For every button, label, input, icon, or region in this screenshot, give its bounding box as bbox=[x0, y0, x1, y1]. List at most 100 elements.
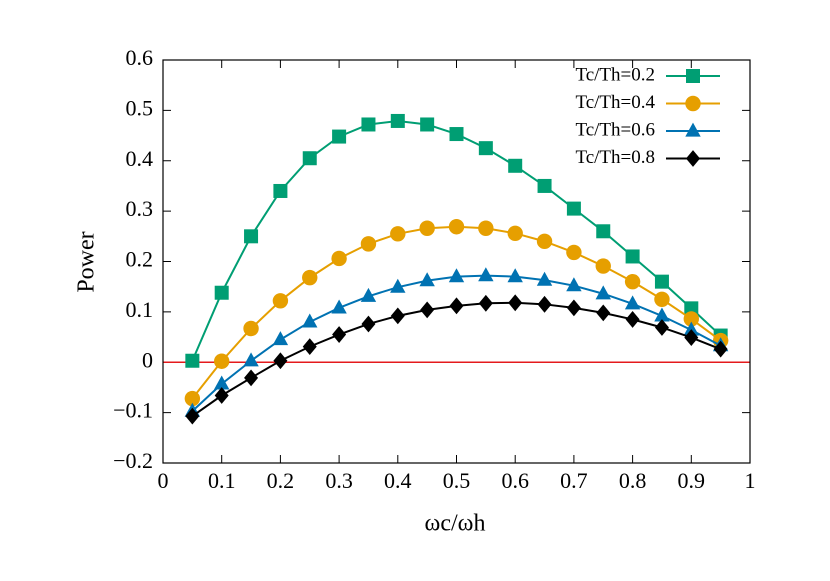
marker bbox=[302, 269, 318, 286]
marker bbox=[448, 219, 465, 235]
marker bbox=[625, 311, 640, 328]
marker bbox=[508, 158, 523, 173]
x-tick-label: 0.9 bbox=[678, 468, 706, 493]
marker bbox=[244, 369, 259, 387]
marker bbox=[684, 301, 699, 316]
y-tick-label: −0.1 bbox=[113, 398, 153, 423]
marker bbox=[537, 295, 552, 313]
marker bbox=[624, 295, 641, 310]
marker bbox=[478, 220, 494, 236]
marker bbox=[390, 113, 405, 128]
marker bbox=[361, 117, 376, 132]
marker bbox=[654, 307, 670, 322]
marker bbox=[596, 304, 611, 322]
marker bbox=[214, 285, 229, 300]
marker bbox=[331, 250, 347, 267]
y-tick-label: 0 bbox=[142, 347, 153, 372]
marker bbox=[596, 224, 611, 239]
marker bbox=[243, 320, 259, 337]
x-tick-label: 0.5 bbox=[443, 468, 471, 493]
marker bbox=[654, 319, 669, 336]
marker bbox=[537, 178, 552, 193]
marker bbox=[654, 274, 669, 289]
x-tick-label: 0.6 bbox=[501, 468, 529, 493]
y-tick-label: 0.6 bbox=[126, 45, 154, 70]
marker bbox=[419, 220, 435, 236]
marker bbox=[449, 297, 464, 315]
y-tick-label: 0.5 bbox=[126, 95, 154, 120]
x-tick-label: 1 bbox=[745, 468, 756, 493]
marker bbox=[625, 249, 640, 264]
marker bbox=[272, 331, 289, 346]
marker bbox=[448, 268, 465, 283]
x-tick-label: 0.2 bbox=[267, 468, 295, 493]
marker bbox=[360, 236, 377, 252]
y-tick-label: 0.2 bbox=[126, 247, 154, 272]
marker bbox=[390, 226, 406, 242]
plot-frame bbox=[162, 59, 751, 464]
marker bbox=[536, 271, 553, 286]
marker bbox=[390, 307, 405, 325]
marker bbox=[684, 329, 699, 346]
marker bbox=[332, 129, 347, 144]
x-tick-label: 0 bbox=[158, 468, 169, 493]
marker bbox=[566, 244, 582, 261]
marker bbox=[478, 267, 494, 282]
marker bbox=[713, 340, 728, 358]
marker bbox=[185, 353, 200, 368]
marker bbox=[419, 272, 435, 287]
marker bbox=[214, 375, 230, 390]
marker bbox=[507, 268, 523, 283]
marker bbox=[686, 69, 700, 83]
x-tick-label: 0.7 bbox=[560, 468, 588, 493]
marker bbox=[449, 127, 464, 142]
marker bbox=[685, 122, 701, 137]
marker bbox=[654, 291, 670, 307]
series-line bbox=[191, 274, 722, 412]
marker bbox=[566, 201, 581, 216]
marker bbox=[361, 315, 376, 333]
x-tick-label: 0.1 bbox=[208, 468, 236, 493]
series-line bbox=[191, 301, 722, 417]
marker bbox=[244, 229, 259, 244]
marker bbox=[302, 313, 318, 328]
marker bbox=[478, 294, 493, 312]
marker bbox=[360, 287, 377, 302]
marker bbox=[478, 141, 493, 156]
marker bbox=[683, 321, 699, 336]
marker bbox=[420, 117, 435, 132]
marker bbox=[685, 95, 701, 112]
marker bbox=[273, 183, 288, 198]
x-tick-label: 0.8 bbox=[619, 468, 647, 493]
marker bbox=[683, 311, 699, 327]
y-tick-label: 0.3 bbox=[126, 196, 154, 221]
legend-label: Tc/Th=0.8 bbox=[575, 147, 655, 168]
marker bbox=[595, 258, 611, 274]
marker bbox=[302, 338, 317, 356]
marker bbox=[566, 299, 581, 317]
marker bbox=[331, 299, 347, 314]
x-axis-label: ωc/ωh bbox=[425, 511, 486, 537]
marker bbox=[302, 151, 317, 166]
marker bbox=[507, 225, 523, 241]
marker bbox=[332, 326, 347, 343]
marker bbox=[243, 352, 259, 367]
y-tick-label: −0.2 bbox=[113, 448, 153, 473]
legend-label: Tc/Th=0.6 bbox=[575, 119, 655, 140]
marker bbox=[595, 285, 611, 300]
y-axis-label: Power bbox=[74, 231, 100, 292]
marker bbox=[624, 273, 641, 290]
legend-label: Tc/Th=0.2 bbox=[575, 64, 655, 85]
marker bbox=[686, 150, 700, 167]
legend-label: Tc/Th=0.4 bbox=[575, 92, 655, 113]
marker bbox=[508, 294, 523, 312]
marker bbox=[390, 278, 406, 293]
x-tick-label: 0.4 bbox=[384, 468, 412, 493]
y-tick-label: 0.4 bbox=[126, 146, 154, 171]
marker bbox=[536, 233, 553, 250]
y-tick-label: 0.1 bbox=[126, 297, 154, 322]
marker bbox=[214, 387, 229, 404]
marker bbox=[273, 352, 288, 370]
x-tick-label: 0.3 bbox=[325, 468, 353, 493]
